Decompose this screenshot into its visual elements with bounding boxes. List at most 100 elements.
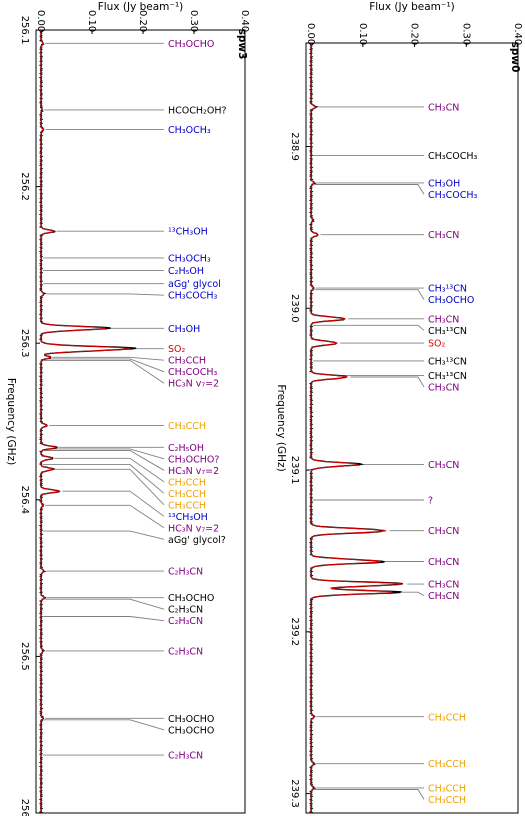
- flux-tick-label: 0.10: [86, 10, 97, 32]
- molecule-label: CH₃CCH: [428, 795, 466, 806]
- leader-line: [43, 530, 165, 540]
- leader-line: [52, 356, 165, 361]
- molecule-label: C₂H₅OH: [168, 443, 204, 454]
- molecule-label: C₂H₃CN: [168, 646, 203, 657]
- spw0-panel: CH₃CNCH₃COCH₃CH₃OHCH₃COCH₃CH₃CNCH₃¹³CNCH…: [275, 1, 523, 814]
- molecule-label: CH₃CN: [428, 591, 459, 602]
- molecule-label: ¹³CH₃OH: [168, 227, 208, 238]
- molecule-label: CH₃CN: [428, 382, 459, 393]
- frequency-tick-label: 256.4: [19, 485, 30, 514]
- spw0-line-labels: CH₃CNCH₃COCH₃CH₃OHCH₃COCH₃CH₃CNCH₃¹³CNCH…: [428, 102, 477, 806]
- molecule-label: CH₃CCH: [428, 712, 466, 723]
- frequency-tick-label: 239.0: [289, 294, 300, 323]
- molecule-label: CH₃COCH₃: [428, 151, 477, 162]
- molecule-label: CH₃CN: [428, 580, 459, 591]
- leader-line: [43, 616, 165, 622]
- leader-line: [313, 324, 425, 331]
- flux-tick-label: 0.00: [305, 23, 316, 45]
- spw3-frequency-axis-label: Frequency (GHz): [5, 378, 17, 465]
- molecule-label: aGg' glycol: [168, 279, 221, 290]
- spw0-leader-lines: [313, 106, 425, 800]
- molecule-label: CH₃CN: [428, 526, 459, 537]
- leader-line: [397, 591, 425, 596]
- molecule-label: CH₃OCHO: [168, 39, 214, 50]
- spw3-leader-lines: [43, 42, 165, 756]
- spw3-flux-axis-label: Flux (Jy beam⁻¹): [98, 1, 184, 13]
- molecule-label: CH₃OH: [168, 324, 200, 335]
- frequency-tick-label: 256.2: [19, 172, 30, 201]
- leader-line: [48, 358, 165, 373]
- molecule-label: CH₃¹³CN: [428, 284, 467, 295]
- molecule-label: CH₃CN: [428, 230, 459, 241]
- leader-line: [45, 504, 165, 529]
- molecule-label: CH₃OH: [428, 178, 460, 189]
- leader-line: [55, 468, 165, 506]
- frequency-tick-label: 239.2: [289, 618, 300, 647]
- spw0-model-spectrum: [310, 43, 403, 813]
- molecule-label: HCOCH₂OH?: [168, 105, 227, 116]
- molecule-label: CH₃CCH: [428, 783, 466, 794]
- leader-line: [44, 598, 165, 610]
- leader-line: [43, 359, 165, 384]
- leader-line: [51, 448, 165, 460]
- frequency-tick-label: 239.3: [289, 779, 300, 808]
- molecule-label: SO₂: [168, 344, 186, 355]
- molecule-label: ?: [428, 495, 433, 506]
- molecule-label: CH₃CN: [428, 314, 459, 325]
- frequency-tick-label: 256.5: [19, 642, 30, 671]
- leader-line: [314, 289, 425, 300]
- spw0-frequency-axis-label: Frequency (GHz): [275, 384, 287, 471]
- molecule-label: CH₃OCHO: [168, 714, 214, 725]
- spw0-ticks: 0.00 0.10 0.20 0.30 0.40 238.9 239.0 239.1 239.2…: [289, 23, 523, 808]
- molecule-label: CH₃CN: [428, 102, 459, 113]
- molecule-label: C₂H₃CN: [168, 605, 203, 616]
- flux-tick-label: 0.20: [137, 10, 148, 32]
- molecule-label: CH₃OCH₃: [168, 125, 211, 136]
- molecule-label: CH₃COCH₃: [168, 291, 217, 302]
- molecule-label: CH₃OCHO: [428, 295, 474, 306]
- flux-tick-label: 0.40: [512, 23, 523, 45]
- leader-line: [314, 184, 425, 195]
- molecule-label: CH₃OCH₃: [168, 253, 211, 264]
- leader-line: [46, 293, 165, 296]
- molecule-label: CH₃COCH₃: [428, 190, 477, 201]
- molecule-label: C₂H₃CN: [168, 567, 203, 578]
- leader-line: [54, 457, 165, 483]
- molecule-label: HC₃N v₇=2: [168, 523, 219, 534]
- leader-line: [62, 490, 165, 517]
- flux-tick-label: 0.30: [188, 10, 199, 32]
- molecule-label: CH₃CN: [428, 557, 459, 568]
- frequency-tick-label: 256.1: [19, 16, 30, 45]
- molecule-label: aGg' glycol?: [168, 535, 226, 546]
- molecule-label: CH₃OCHO: [168, 593, 214, 604]
- flux-tick-label: 0.30: [460, 23, 471, 45]
- frequency-tick-label: 238.9: [289, 132, 300, 161]
- leader-line: [43, 464, 165, 494]
- molecule-label: CH₃CCH: [168, 421, 206, 432]
- spw0-axes-frame: [305, 42, 519, 814]
- leader-line: [350, 376, 425, 388]
- flux-tick-label: 0.00: [35, 10, 46, 32]
- flux-tick-label: 0.20: [409, 23, 420, 45]
- flux-tick-label: 0.40: [239, 10, 250, 32]
- molecule-label: CH₃¹³CN: [428, 371, 467, 382]
- spw0-flux-axis-label: Flux (Jy beam⁻¹): [369, 1, 455, 13]
- spw3-axes-frame: [35, 29, 246, 814]
- spw3-model-spectrum: [40, 30, 131, 813]
- molecule-label: CH₃¹³CN: [428, 326, 467, 337]
- frequency-tick-label: 239.1: [289, 456, 300, 485]
- flux-tick-label: 0.10: [357, 23, 368, 45]
- molecule-label: HC₃N v₇=2: [168, 379, 219, 390]
- molecule-label: C₂H₃CN: [168, 751, 203, 762]
- molecule-label: CH₃CCH: [168, 500, 206, 511]
- spw3-ticks: 0.00 0.10 0.20 0.30 0.40 256.1 256.2 256.3 256.4…: [19, 10, 250, 816]
- leader-line: [314, 789, 425, 800]
- molecule-label: C₂H₅OH: [168, 266, 204, 277]
- frequency-tick-label: 256.6: [19, 799, 30, 816]
- molecule-label: ¹³CH₃OH: [168, 512, 208, 523]
- frequency-tick-label: 256.3: [19, 329, 30, 358]
- molecule-label: CH₃CCH: [428, 759, 466, 770]
- leader-line: [44, 450, 165, 471]
- molecule-label: C₂H₃CN: [168, 616, 203, 627]
